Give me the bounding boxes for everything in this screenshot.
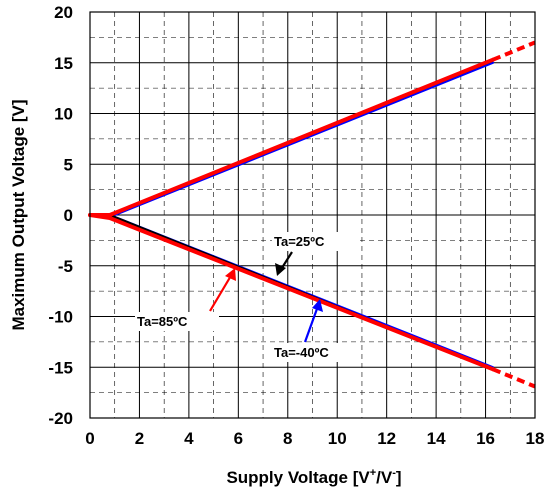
x-tick-label: 8 <box>283 429 292 448</box>
y-tick-label: -15 <box>48 358 73 377</box>
annotation-40-arrow <box>303 305 320 343</box>
x-tick-label: 14 <box>427 429 446 448</box>
x-tick-label: 4 <box>184 429 194 448</box>
x-tick-label: 6 <box>234 429 243 448</box>
annotation-85-arrowhead <box>225 268 236 281</box>
y-tick-label: 0 <box>64 206 73 225</box>
grid <box>90 12 535 418</box>
annotation-40-label: Ta=-40ºC <box>274 345 329 360</box>
annotation-25-arrowhead <box>275 263 286 276</box>
x-tick-label: 18 <box>526 429 544 448</box>
annotation-box-40 <box>272 343 356 362</box>
y-tick-label: 15 <box>54 54 73 73</box>
plot-frame <box>89 11 536 419</box>
series-line-upper <box>88 57 495 217</box>
series-line-upper-extension <box>492 40 536 62</box>
annotations: Ta=25ºC Ta=85ºC Ta=-40ºC <box>135 232 356 362</box>
x-tick-label: 12 <box>377 429 396 448</box>
x-axis-title: Supply Voltage [V+/V-] <box>226 467 401 487</box>
y-tick-label: -20 <box>48 409 73 428</box>
x-tick-label: 16 <box>476 429 495 448</box>
annotation-box-85 <box>135 312 219 331</box>
x-tick-labels: 0 2 4 6 8 10 12 14 16 18 <box>85 429 544 448</box>
annotation-box-25 <box>272 232 356 251</box>
y-tick-label: 10 <box>54 105 73 124</box>
series-line-lower <box>88 213 495 372</box>
annotation-25-label: Ta=25ºC <box>274 234 325 249</box>
annotation-40-arrowhead <box>312 299 323 312</box>
x-tick-label: 10 <box>328 429 347 448</box>
x-tick-label: 0 <box>85 429 94 448</box>
y-tick-label: 20 <box>54 3 73 22</box>
annotation-85-arrow <box>209 273 233 312</box>
series-lines <box>88 40 536 389</box>
annotation-85-label: Ta=85ºC <box>137 314 188 329</box>
x-tick-label: 2 <box>135 429 144 448</box>
y-axis-title: Maximum Output Voltage [V] <box>9 99 28 330</box>
y-tick-labels: 20 15 10 5 0 -5 -10 -15 -20 <box>48 3 73 428</box>
y-tick-label: 5 <box>64 155 73 174</box>
y-tick-label: -5 <box>58 257 73 276</box>
series-line-lower-extension <box>492 367 536 389</box>
y-tick-label: -10 <box>48 308 73 327</box>
